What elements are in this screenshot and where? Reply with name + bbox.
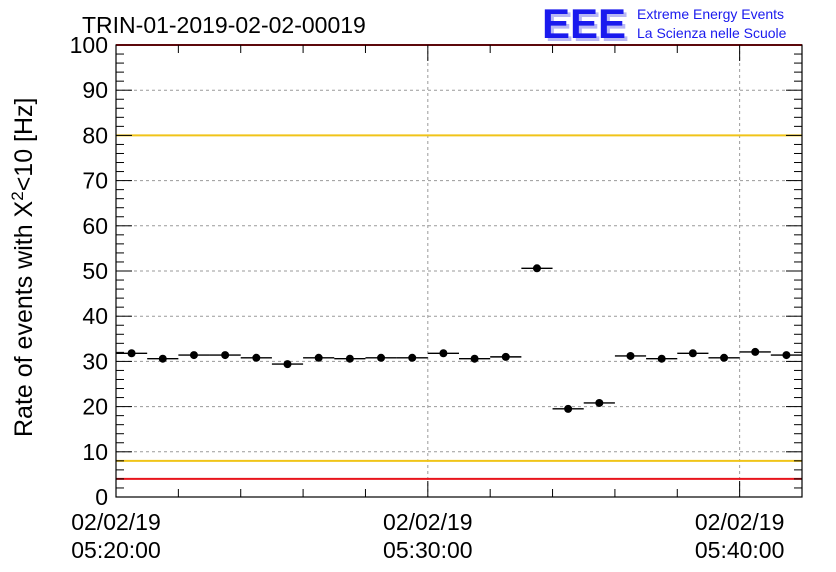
y-tick-label: 20 — [82, 394, 108, 420]
data-point — [626, 351, 635, 360]
y-axis-label: Rate of events with X2<10 [Hz] — [8, 97, 38, 437]
y-tick-label: 90 — [82, 77, 108, 103]
y-tick-label: 60 — [82, 213, 108, 239]
data-point — [158, 354, 167, 363]
x-tick-label-time: 05:20:00 — [71, 537, 161, 563]
y-axis-label-sup: 2 — [8, 191, 27, 200]
data-point — [377, 353, 386, 362]
logo-text: EEE — [542, 0, 626, 47]
y-tick-label: 30 — [82, 348, 108, 374]
y-tick-label: 50 — [82, 258, 108, 284]
data-point — [751, 347, 760, 356]
x-tick-label-date: 02/02/19 — [71, 509, 161, 535]
data-point — [345, 354, 354, 363]
data-point — [688, 349, 697, 358]
data-point — [532, 264, 541, 273]
data-point — [314, 353, 323, 362]
axis-ticks: 010203040506070809010002/02/1905:20:0002… — [70, 32, 803, 563]
data-point — [252, 353, 261, 362]
plot-frame — [115, 44, 803, 498]
data-point — [439, 349, 448, 358]
x-tick-label-date: 02/02/19 — [383, 509, 473, 535]
x-tick-label-date: 02/02/19 — [695, 509, 785, 535]
reference-lines — [116, 44, 802, 480]
grid-layer — [116, 45, 802, 497]
logo-line2: La Scienza nelle Scuole — [637, 25, 787, 41]
data-point — [221, 351, 230, 360]
data-point — [408, 353, 417, 362]
data-point — [501, 352, 510, 361]
data-point — [782, 351, 791, 360]
chart-title: TRIN-01-2019-02-02-00019 — [82, 12, 366, 38]
y-tick-label: 70 — [82, 168, 108, 194]
y-tick-label: 100 — [70, 32, 108, 58]
data-points — [116, 264, 802, 413]
data-point — [470, 354, 479, 363]
data-point — [127, 349, 136, 358]
x-tick-label-time: 05:30:00 — [383, 537, 473, 563]
y-axis-label-tail: <10 [Hz] — [10, 97, 38, 191]
logo-shadow: EEE — [545, 3, 629, 50]
eee-logo: EEE EEE Extreme Energy Events La Scienza… — [542, 0, 787, 50]
y-tick-label: 80 — [82, 122, 108, 148]
logo-line1: Extreme Energy Events — [637, 6, 784, 22]
data-point — [720, 353, 729, 362]
data-point — [189, 351, 198, 360]
data-point — [283, 360, 292, 369]
y-tick-label: 10 — [82, 439, 108, 465]
data-point — [564, 404, 573, 413]
x-tick-label-time: 05:40:00 — [695, 537, 785, 563]
y-axis-label-main: Rate of events with X — [10, 200, 38, 437]
data-point — [657, 354, 666, 363]
y-tick-label: 0 — [95, 484, 108, 510]
y-tick-label: 40 — [82, 303, 108, 329]
data-point — [595, 398, 604, 407]
